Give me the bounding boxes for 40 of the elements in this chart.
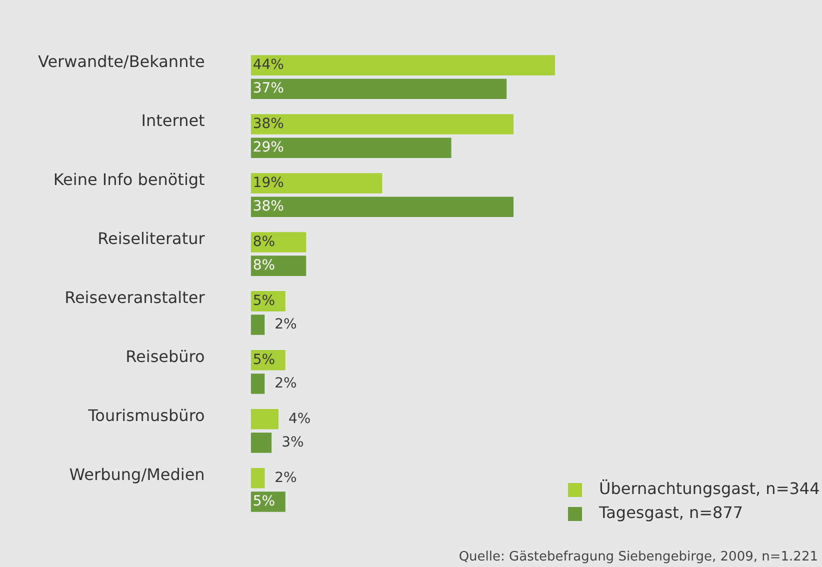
bar [250, 314, 265, 335]
data-label: 38% [252, 116, 284, 132]
y-tick-label: Reisebüro [126, 347, 205, 366]
y-tick-label: Internet [141, 111, 205, 130]
data-label: 4% [288, 410, 311, 427]
bar [250, 78, 507, 100]
data-label: 19% [252, 174, 284, 191]
data-label: 37% [252, 80, 284, 97]
bar [250, 409, 278, 430]
data-label: 3% [282, 434, 304, 450]
data-label: 5% [252, 292, 276, 309]
y-tick-label: Verwandte/Bekannte [38, 52, 205, 72]
data-label: 5% [252, 352, 276, 368]
y-tick-label: Tourismusbüro [87, 406, 205, 426]
bar [250, 173, 382, 194]
legend-label: Tagesgast, n=877 [598, 503, 744, 522]
y-tick-label: Reiseveranstalter [64, 288, 206, 308]
data-label: 8% [252, 257, 276, 274]
y-tick-label: Keine Info benötigt [53, 170, 205, 190]
bar [250, 256, 306, 276]
bar [250, 232, 306, 252]
data-label: 2% [274, 316, 297, 332]
data-label: 38% [252, 198, 284, 214]
data-label: 44% [252, 56, 284, 73]
bar [250, 374, 265, 394]
data-label: 5% [252, 493, 276, 510]
bar [250, 55, 555, 76]
y-tick-label: Reiseliteratur [98, 229, 206, 248]
bar [250, 114, 514, 134]
data-label: 8% [252, 234, 276, 250]
legend-label: Übernachtungsgast, n=344 [599, 479, 820, 498]
data-label: 29% [252, 140, 284, 156]
data-label: 2% [274, 375, 297, 392]
bar [250, 468, 265, 488]
data-label: 2% [274, 470, 297, 486]
source-note: Quelle: Gästebefragung Siebengebirge, 2009, n=1.221 [458, 549, 818, 564]
bar [250, 432, 272, 453]
y-tick-label: Werbung/Medien [69, 465, 205, 484]
bar [250, 138, 452, 158]
bar [250, 196, 514, 217]
